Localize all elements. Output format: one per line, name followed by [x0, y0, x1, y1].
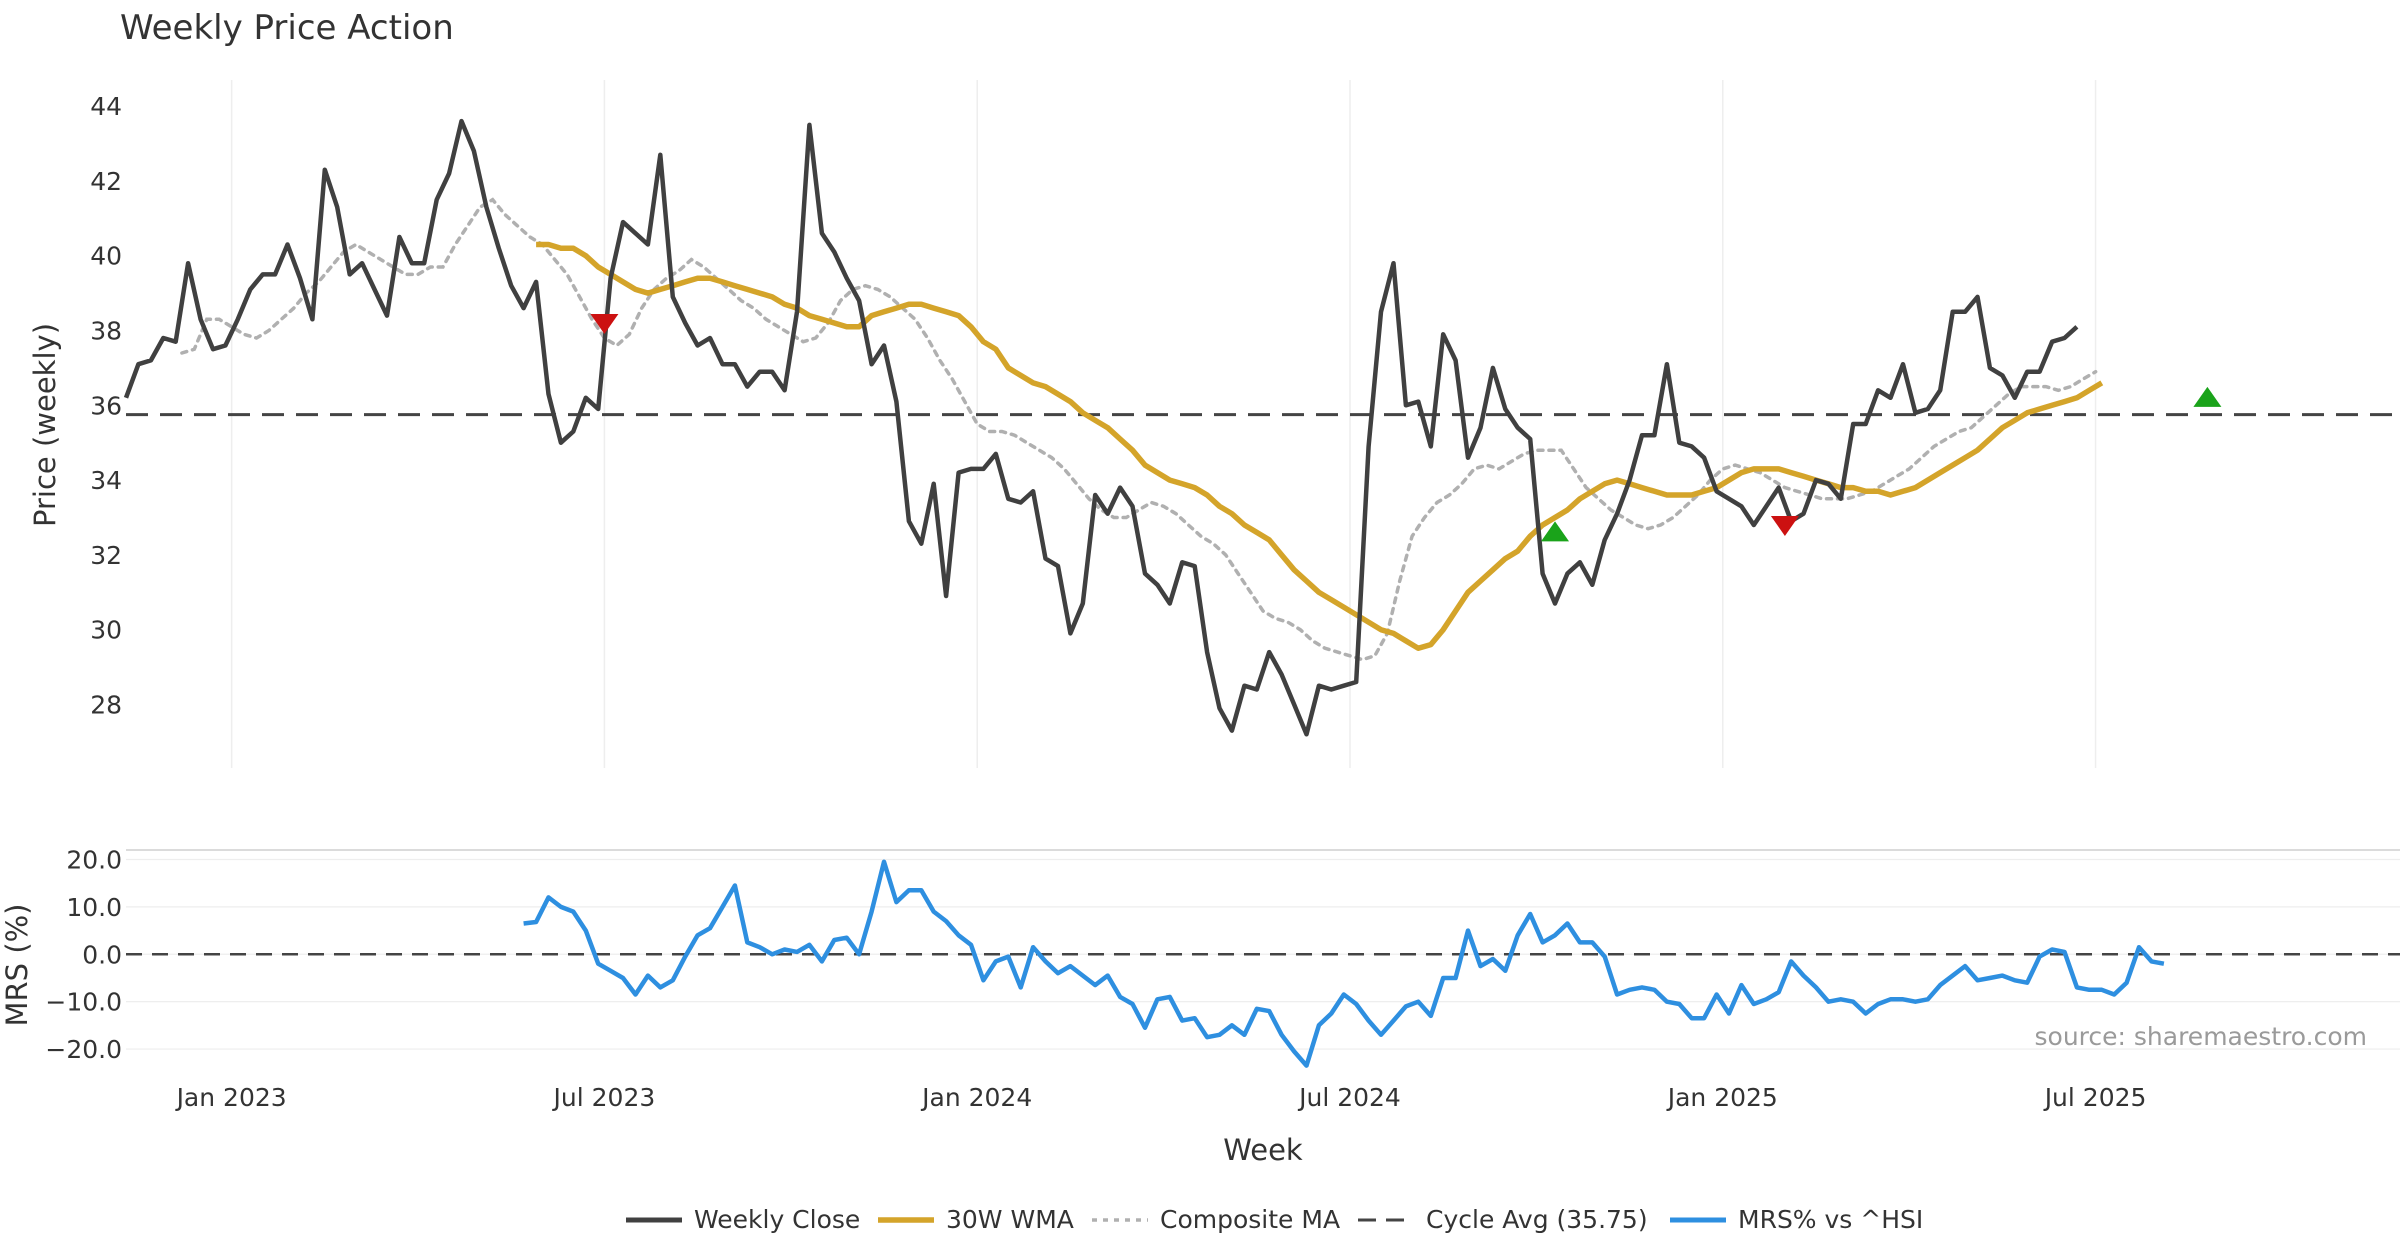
buy-signal-marker [1541, 521, 1570, 542]
chart-title: Weekly Price Action [120, 8, 454, 48]
price-y-tick-label: 42 [90, 167, 122, 196]
mrs-y-ticks: 20.0 10.0 0.0 −10.0 −20.0 [45, 845, 122, 1064]
mrs-y-tick-label: −10.0 [45, 988, 122, 1017]
x-axis-label: Week [1223, 1133, 1303, 1167]
mrs-y-tick-label: 0.0 [82, 940, 122, 969]
legend-label-cycle: Cycle Avg (35.75) [1426, 1205, 1648, 1234]
source-note: source: sharemaestro.com [2035, 1022, 2368, 1051]
price-y-axis-label: Price (weekly) [28, 323, 62, 527]
price-y-tick-label: 38 [90, 317, 122, 346]
price-y-tick-label: 32 [90, 541, 122, 570]
price-y-ticks: 28 30 32 34 36 38 40 42 44 [90, 92, 122, 719]
mrs-y-tick-label: 10.0 [66, 893, 122, 922]
mrs-y-axis-label: MRS (%) [0, 904, 34, 1027]
x-tick-label: Jan 2025 [1666, 1083, 1778, 1112]
x-tick-label: Jul 2025 [2043, 1083, 2147, 1112]
legend-label-composite: Composite MA [1160, 1205, 1340, 1234]
wma-30w-line [536, 241, 2104, 652]
mrs-y-tick-label: −20.0 [45, 1035, 122, 1064]
sell-signal-marker [590, 314, 619, 335]
composite-ma-line [180, 197, 2098, 662]
price-y-tick-label: 34 [90, 466, 122, 495]
legend-label-close: Weekly Close [694, 1205, 860, 1234]
mrs-gridlines [126, 858, 2400, 1050]
buy-signal-marker [2193, 386, 2222, 407]
x-tick-label: Jul 2023 [552, 1083, 656, 1112]
price-y-tick-label: 28 [90, 690, 122, 719]
mrs-y-tick-label: 20.0 [66, 845, 122, 874]
sell-signal-marker [1770, 515, 1799, 536]
x-axis-ticks: Jan 2023 Jul 2023 Jan 2024 Jul 2024 Jan 2025… [175, 1083, 2147, 1112]
price-y-tick-label: 36 [90, 391, 122, 420]
price-y-tick-label: 44 [90, 92, 122, 121]
legend-label-wma: 30W WMA [946, 1205, 1074, 1234]
weekly-close-line [123, 118, 2079, 737]
legend: Weekly Close 30W WMA Composite MA Cycle Avg… [626, 1205, 1923, 1234]
price-gridlines [230, 80, 2097, 768]
x-tick-label: Jul 2024 [1297, 1083, 1401, 1112]
signal-markers [590, 314, 2222, 542]
mrs-line [523, 859, 2165, 1068]
price-y-tick-label: 30 [90, 616, 122, 645]
x-tick-label: Jan 2023 [175, 1083, 287, 1112]
price-y-tick-label: 40 [90, 242, 122, 271]
x-tick-label: Jan 2024 [920, 1083, 1032, 1112]
legend-label-mrs: MRS% vs ^HSI [1738, 1205, 1923, 1234]
